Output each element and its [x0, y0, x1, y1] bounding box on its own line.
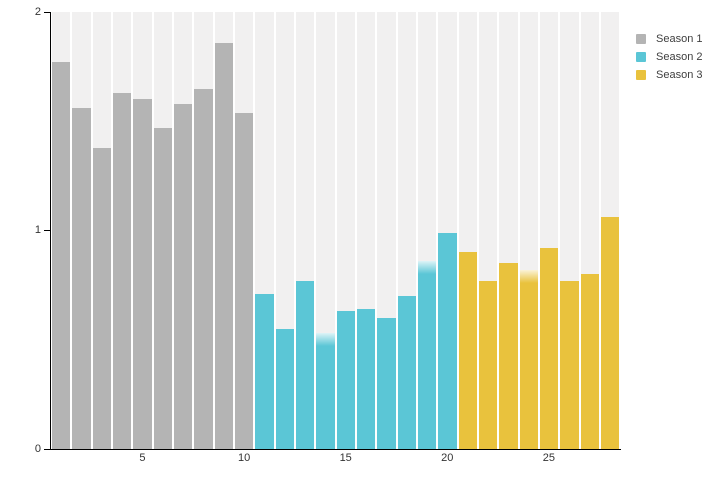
bar-slot	[397, 12, 417, 449]
legend-item-season-3[interactable]: Season 3	[636, 66, 702, 84]
bar	[295, 280, 315, 449]
bar-slot	[539, 12, 559, 449]
legend-swatch-season-2	[636, 52, 646, 62]
bar	[92, 147, 111, 449]
bar-slot	[356, 12, 376, 449]
bar-slot	[92, 12, 112, 449]
bar-slot	[254, 12, 274, 449]
bar-slot	[519, 12, 539, 449]
bar-slot	[173, 12, 193, 449]
x-tick-label: 25	[542, 452, 556, 464]
bar-slot	[153, 12, 173, 449]
y-axis-line	[50, 12, 51, 450]
bar	[438, 232, 457, 449]
y-tick-label: 2	[34, 5, 41, 18]
bar	[458, 252, 477, 449]
legend-item-season-1[interactable]: Season 1	[636, 30, 702, 48]
bar	[478, 280, 498, 449]
bar	[275, 328, 294, 449]
x-axis-line	[50, 449, 621, 450]
bar	[173, 103, 193, 449]
legend-swatch-season-3	[636, 70, 646, 80]
bar	[153, 127, 172, 449]
y-tick-label: 0	[34, 442, 41, 455]
bar	[316, 333, 335, 449]
bar	[600, 217, 620, 449]
bar	[72, 108, 91, 449]
bar-slot	[600, 12, 620, 449]
bar-slot	[132, 12, 152, 449]
bar	[580, 274, 599, 449]
bar	[133, 99, 152, 449]
bar	[499, 263, 518, 449]
bar-slots	[51, 12, 620, 449]
bar	[397, 296, 416, 449]
bar	[519, 269, 539, 449]
legend: Season 1 Season 2 Season 3	[636, 30, 702, 84]
bar-slot	[437, 12, 457, 449]
legend-label-season-2: Season 2	[656, 51, 703, 63]
bar-slot	[580, 12, 600, 449]
x-tick-label: 5	[139, 452, 146, 464]
bar	[255, 293, 274, 449]
bar	[194, 88, 213, 449]
bar-slot	[71, 12, 91, 449]
bar-slot	[275, 12, 295, 449]
bar	[214, 42, 233, 449]
bar	[539, 248, 559, 449]
bar-slot	[559, 12, 579, 449]
bar-slot	[336, 12, 356, 449]
bar-slot	[478, 12, 498, 449]
bar-slot	[51, 12, 71, 449]
legend-label-season-1: Season 1	[656, 33, 703, 45]
x-tick-label: 20	[441, 452, 454, 464]
y-tick-mark	[44, 11, 50, 13]
y-tick-mark	[44, 448, 50, 450]
bar	[112, 92, 132, 449]
bar-slot	[417, 12, 437, 449]
bar-slot	[193, 12, 213, 449]
bar-slot	[234, 12, 254, 449]
legend-item-season-2[interactable]: Season 2	[636, 48, 702, 66]
bar	[417, 261, 437, 449]
legend-label-season-3: Season 3	[656, 69, 703, 81]
bar-slot	[295, 12, 315, 449]
bar-slot	[458, 12, 478, 449]
bar	[234, 112, 254, 449]
bar	[377, 317, 396, 449]
y-tick-mark	[44, 230, 50, 231]
x-tick-label: 15	[339, 452, 352, 464]
bar	[560, 280, 579, 449]
y-tick-label: 1	[34, 224, 41, 236]
bar-slot	[112, 12, 132, 449]
bar	[336, 311, 355, 449]
legend-swatch-season-1	[636, 34, 646, 44]
bar-slot	[376, 12, 396, 449]
bar	[52, 62, 71, 449]
bar-slot	[498, 12, 518, 449]
x-tick-label: 10	[237, 452, 251, 464]
bar-slot	[214, 12, 234, 449]
bar-slot	[315, 12, 335, 449]
bar	[356, 309, 376, 449]
